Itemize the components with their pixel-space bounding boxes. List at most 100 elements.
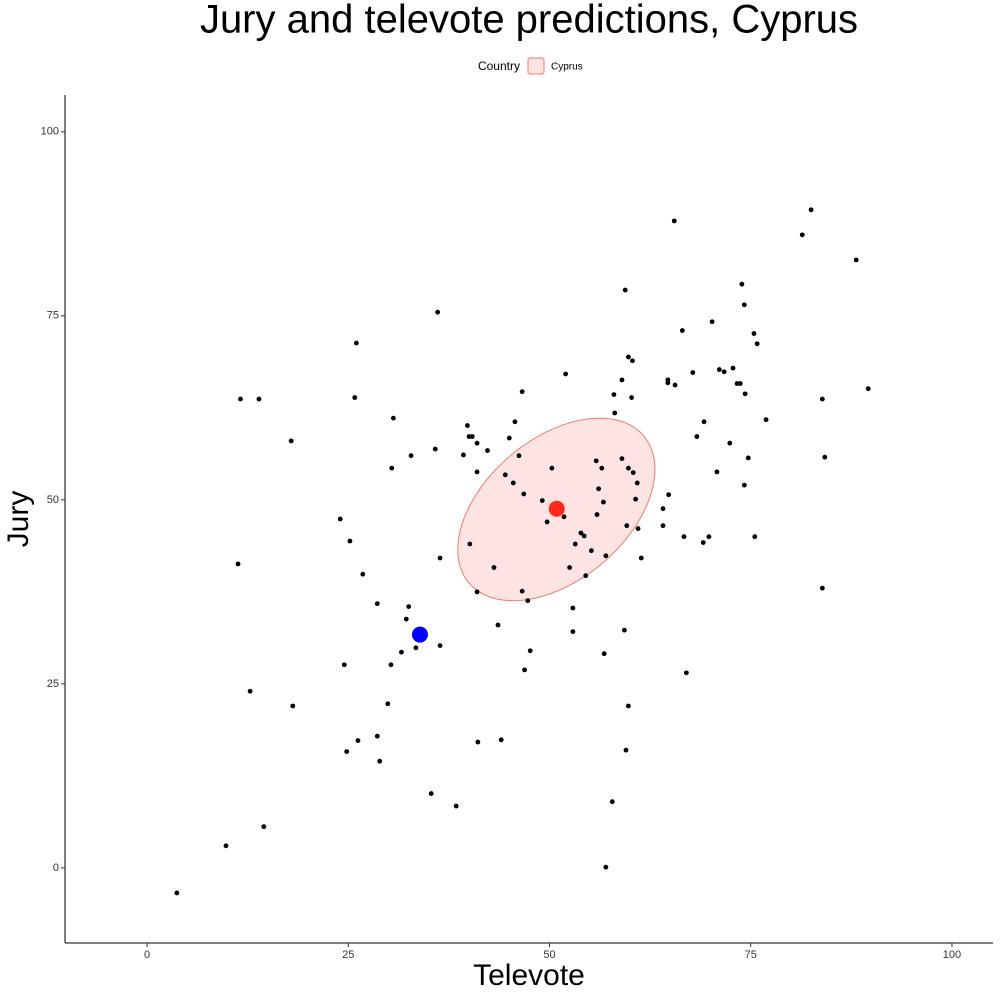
data-point — [611, 392, 617, 397]
data-point — [634, 480, 640, 486]
data-point — [399, 649, 404, 655]
data-point — [539, 498, 545, 503]
data-point — [347, 538, 353, 544]
data-point — [625, 703, 631, 709]
data-point — [377, 758, 383, 764]
data-point — [563, 371, 569, 377]
data-point — [516, 453, 522, 459]
data-point — [495, 622, 501, 628]
data-point — [819, 585, 825, 591]
data-point — [475, 739, 481, 745]
data-point — [609, 799, 615, 805]
data-point — [413, 645, 419, 651]
data-point — [527, 648, 533, 654]
data-point — [635, 526, 641, 531]
data-point — [512, 419, 518, 425]
data-point — [721, 369, 727, 375]
data-point — [388, 662, 394, 668]
data-point — [623, 747, 629, 753]
data-point — [701, 419, 707, 425]
data-point — [352, 395, 358, 400]
data-point — [694, 434, 700, 439]
data-point — [621, 627, 627, 633]
data-point — [690, 370, 696, 375]
data-point — [630, 470, 636, 476]
data-point — [437, 643, 443, 649]
data-point — [730, 365, 736, 371]
chart-title: Jury and televote predictions, Cyprus — [200, 0, 858, 42]
data-point — [374, 733, 380, 739]
data-point — [716, 367, 722, 372]
y-tick-label: 100 — [41, 126, 59, 138]
y-axis-title: Jury — [2, 491, 35, 548]
legend-title: Country — [478, 59, 520, 73]
x-tick-label: 75 — [745, 949, 757, 961]
data-point — [679, 328, 685, 333]
data-point — [593, 458, 599, 464]
data-point — [581, 533, 587, 539]
data-point — [570, 605, 576, 611]
data-point — [741, 302, 747, 308]
data-point — [588, 548, 594, 554]
data-point — [355, 738, 361, 743]
highlight-point — [548, 500, 565, 517]
data-point — [453, 803, 459, 809]
data-point — [485, 448, 490, 453]
data-point — [666, 492, 672, 498]
data-point — [865, 386, 871, 392]
data-point — [714, 469, 720, 475]
y-tick-label: 50 — [47, 494, 59, 506]
data-point — [256, 396, 262, 402]
x-tick-label: 0 — [144, 949, 150, 961]
highlight-point — [411, 626, 428, 643]
data-point — [522, 667, 527, 673]
data-point — [822, 454, 828, 460]
data-point — [603, 553, 609, 559]
data-point — [727, 440, 733, 446]
data-point — [238, 396, 243, 402]
data-point — [544, 519, 550, 525]
x-tick-label: 25 — [342, 949, 354, 961]
data-point — [671, 218, 677, 224]
data-point — [700, 540, 706, 545]
data-point — [353, 340, 359, 346]
data-point — [754, 341, 760, 347]
data-point — [612, 410, 618, 416]
data-point — [672, 382, 678, 388]
data-point — [474, 440, 480, 446]
data-point — [622, 287, 628, 293]
data-point — [491, 565, 497, 570]
data-point — [432, 446, 438, 452]
data-point — [474, 469, 480, 475]
data-point — [360, 571, 366, 577]
data-point — [596, 486, 602, 492]
data-point — [629, 395, 635, 400]
data-point — [385, 701, 391, 707]
data-point — [288, 438, 294, 444]
legend-label: Cyprus — [551, 62, 583, 73]
data-point — [290, 703, 296, 709]
data-point — [745, 455, 751, 461]
data-point — [594, 512, 600, 517]
data-point — [247, 688, 253, 694]
data-point — [344, 749, 350, 755]
data-point — [521, 491, 527, 497]
data-point — [374, 601, 380, 607]
data-point — [570, 629, 576, 635]
data-point — [660, 506, 666, 512]
y-tick-label: 75 — [47, 310, 59, 322]
data-point — [519, 588, 525, 594]
data-point — [390, 415, 396, 421]
data-point — [261, 824, 267, 830]
legend-key — [527, 57, 545, 75]
data-point — [706, 534, 712, 540]
data-point — [709, 319, 715, 325]
data-point — [428, 791, 434, 796]
data-point — [660, 523, 666, 529]
data-point — [578, 530, 584, 536]
data-point — [435, 309, 441, 315]
data-point — [599, 465, 605, 471]
data-point — [633, 496, 639, 502]
data-point — [681, 534, 687, 540]
